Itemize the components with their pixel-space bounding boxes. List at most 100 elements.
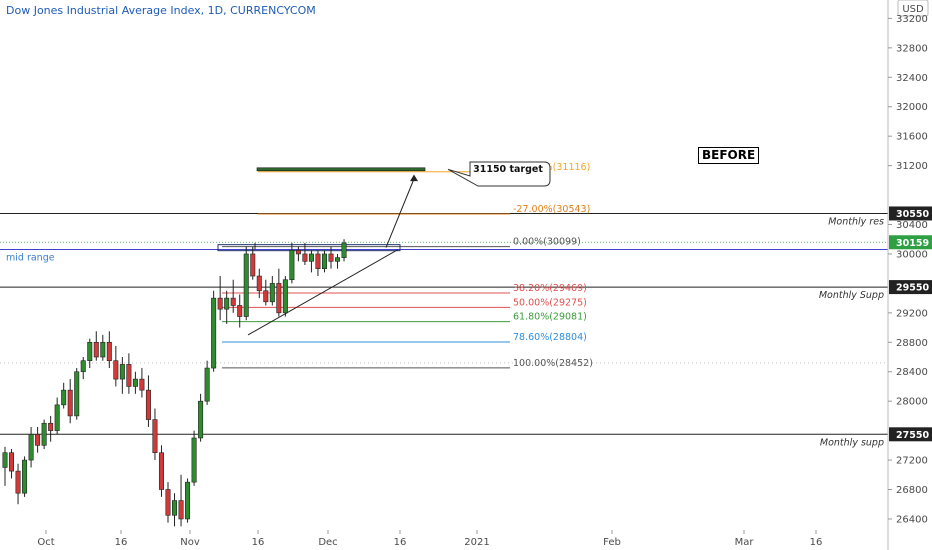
time-tick-label: Dec	[318, 537, 337, 548]
candle-body	[185, 481, 191, 520]
price-badge-label: 27550	[896, 430, 929, 441]
currency-box	[897, 0, 929, 17]
before-label: BEFORE	[698, 147, 760, 164]
fib-label: -61.80%(31116)	[513, 162, 590, 173]
fib-label: 0.00%(30099)	[513, 237, 581, 248]
price-tick-label: 27200	[896, 456, 928, 467]
time-tick-label: Oct	[37, 537, 54, 548]
candles	[2, 239, 347, 527]
candle-body	[335, 257, 341, 262]
level-label: mid range	[6, 253, 55, 264]
candle-body	[9, 452, 15, 472]
candle-body	[230, 297, 236, 306]
candle-body	[224, 297, 230, 310]
candle-body	[302, 253, 308, 262]
price-tick-label: 33200	[896, 14, 928, 25]
level-label: Monthly supp	[820, 437, 884, 448]
candle-body	[93, 341, 99, 358]
candle-body	[308, 253, 314, 262]
candle-body	[74, 371, 80, 417]
time-tick-label: Mar	[735, 537, 755, 548]
candle-body	[321, 253, 327, 269]
price-badge	[889, 206, 932, 221]
price-tick-label: 28000	[896, 397, 928, 408]
price-badge-label: 30550	[896, 209, 929, 220]
candle-body	[178, 500, 184, 520]
level-label: Monthly res	[828, 216, 884, 227]
time-tick-label: 16	[115, 537, 128, 548]
price-tick-label: 31200	[896, 161, 928, 172]
candle-body	[165, 489, 171, 516]
price-tick-label: 26400	[896, 514, 928, 525]
price-badge	[889, 235, 932, 250]
price-tick-label: 30400	[896, 220, 928, 231]
fibonacci-levels: -61.80%(31116) -27.00%(30543) 0.00%(30099)…	[222, 162, 593, 369]
time-tick-label: 16	[810, 537, 823, 548]
fib-label: 38.20%(29469)	[513, 283, 587, 294]
candle-body	[132, 378, 138, 387]
time-tick-label: Feb	[603, 537, 621, 548]
candle-body	[243, 253, 249, 317]
candle-body	[22, 459, 28, 494]
time-tick-label: 16	[252, 537, 265, 548]
price-axis[interactable]: USD 26400 26800 27200 28000 28400 28800 29200 30…	[887, 0, 932, 550]
candle-body	[54, 404, 60, 431]
candle-body	[250, 253, 256, 277]
candle-body	[67, 389, 73, 417]
price-badge-label: 30159	[896, 238, 929, 249]
candle-body	[341, 242, 347, 258]
candle-body	[237, 305, 243, 317]
candle-body	[48, 422, 54, 431]
chart-drawings: 31150 target	[217, 161, 551, 336]
candle-body	[2, 452, 8, 468]
fib-label: 50.00%(29275)	[513, 297, 587, 308]
candle-body	[15, 470, 21, 494]
candle-body	[61, 389, 67, 406]
candle-body	[211, 297, 217, 369]
horizontal-levels: Monthly res mid range Monthly Supp Monthly …	[0, 212, 888, 448]
candle-body	[276, 283, 282, 314]
fib-label: -27.00%(30543)	[513, 204, 590, 215]
target-band	[256, 167, 426, 172]
chart-title: Dow Jones Industrial Average Index, 1D, …	[6, 4, 316, 17]
price-badge-label: 29550	[896, 283, 929, 294]
price-tick-label: 28400	[896, 367, 928, 378]
time-tick-label: 2021	[464, 537, 489, 548]
price-tick-label: 26800	[896, 485, 928, 496]
price-tick-label: 32000	[896, 102, 928, 113]
candle-body	[158, 452, 164, 490]
time-axis[interactable]: Oct 16 Nov 16 Dec 16 2021 Feb Mar 16	[37, 530, 822, 548]
currency-label: USD	[902, 4, 924, 15]
candle-body	[41, 422, 47, 446]
fib-label: 100.00%(28452)	[513, 358, 593, 369]
candle-body	[152, 419, 158, 454]
candle-body	[198, 400, 204, 439]
price-tick-label: 30000	[896, 249, 928, 260]
candle-body	[217, 297, 223, 310]
candle-body	[328, 253, 334, 262]
candle-body	[172, 500, 178, 516]
fib-label: 78.60%(28804)	[513, 332, 587, 343]
price-badge	[889, 427, 932, 442]
candle-body	[282, 279, 288, 314]
candle-body	[263, 290, 269, 303]
candle-body	[100, 341, 106, 358]
range-box	[217, 244, 401, 252]
target-callout	[447, 161, 551, 187]
candle-body	[28, 434, 34, 461]
arrow-head	[410, 174, 418, 182]
price-tick-label: 28800	[896, 338, 928, 349]
candle-body	[256, 275, 262, 292]
candle-body	[106, 341, 112, 361]
candle-body	[145, 389, 151, 420]
target-arrow	[385, 178, 415, 248]
candle-body	[315, 253, 321, 269]
candle-body	[204, 367, 210, 402]
candle-body	[80, 360, 86, 373]
level-label: Monthly Supp	[819, 290, 884, 301]
candle-body	[113, 360, 119, 380]
candle-body	[87, 341, 93, 361]
price-badge	[889, 280, 932, 295]
price-tick-label: 31600	[896, 132, 928, 143]
